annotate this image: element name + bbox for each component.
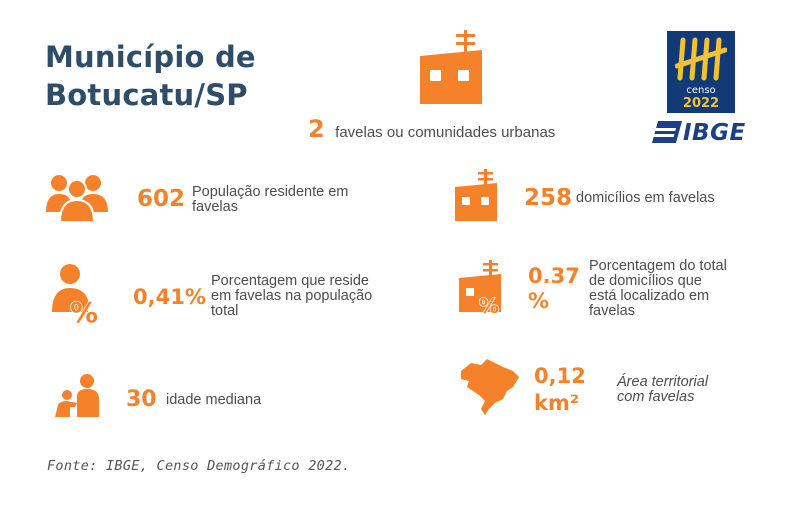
- population-label-line1: População residente em: [192, 184, 349, 200]
- house-antenna-icon: [453, 167, 499, 223]
- household-percent-label-line4: favelas: [589, 303, 635, 319]
- household-percent-label-line2: de domicílios que: [589, 273, 702, 289]
- area-value: 0,12 km²: [534, 363, 586, 417]
- censo-2022-logo: censo 2022: [667, 31, 735, 113]
- headline-label: favelas ou comunidades urbanas: [335, 124, 556, 141]
- svg-text:%: %: [70, 296, 98, 326]
- household-percent-value-line2: %: [528, 289, 550, 313]
- person-percent-icon: %: [50, 262, 106, 326]
- area-label-line2: com favelas: [617, 389, 695, 405]
- ibge-logo-mark: [651, 121, 682, 148]
- people-group-icon: [46, 172, 108, 222]
- house-percent-icon: %: [457, 258, 505, 316]
- pop-percent-label: Porcentagem que reside em favelas na pop…: [211, 274, 372, 319]
- censo-year: 2022: [682, 96, 720, 111]
- population-label-line2: favelas: [192, 199, 238, 215]
- headline-value: 2: [308, 115, 325, 143]
- area-label: Área territorial com favelas: [617, 375, 708, 405]
- svg-text:%: %: [479, 294, 499, 316]
- adult-child-icon: [53, 373, 101, 417]
- area-label-line1: Área territorial: [617, 374, 709, 390]
- population-value: 602: [137, 186, 186, 212]
- headline: 2 favelas ou comunidades urbanas: [308, 115, 555, 143]
- household-percent-label: Porcentagem do total de domicílios que e…: [589, 259, 727, 319]
- tally-marks-icon: [675, 37, 727, 81]
- population-label: População residente em favelas: [192, 185, 348, 215]
- pop-percent-label-line3: total: [211, 303, 239, 319]
- source-note: Fonte: IBGE, Censo Demográfico 2022.: [47, 458, 351, 474]
- household-percent-value: 0.37 %: [528, 264, 580, 314]
- pop-percent-label-line1: Porcentagem que reside: [211, 273, 369, 289]
- household-percent-value-line1: 0.37: [528, 264, 580, 288]
- household-percent-label-line1: Porcentagem do total: [589, 258, 727, 274]
- area-value-line2: km²: [534, 391, 580, 415]
- ibge-logo-text: IBGE: [683, 120, 746, 146]
- pop-percent-value: 0,41%: [133, 285, 206, 309]
- median-age-value: 30: [126, 387, 157, 412]
- households-label: domicílios em favelas: [576, 190, 715, 206]
- area-value-line1: 0,12: [534, 364, 586, 388]
- households-value: 258: [524, 185, 573, 211]
- page-title-line1: Município de: [45, 40, 256, 74]
- pop-percent-label-line2: em favelas na população: [211, 288, 373, 304]
- house-antenna-icon: [418, 26, 486, 106]
- median-age-label: idade mediana: [166, 392, 262, 408]
- page-title: Município de Botucatu/SP: [45, 38, 256, 114]
- censo-word: censo: [686, 85, 716, 96]
- page-title-line2: Botucatu/SP: [45, 78, 248, 112]
- brazil-map-icon: [457, 357, 521, 415]
- household-percent-label-line3: está localizado em: [589, 288, 710, 304]
